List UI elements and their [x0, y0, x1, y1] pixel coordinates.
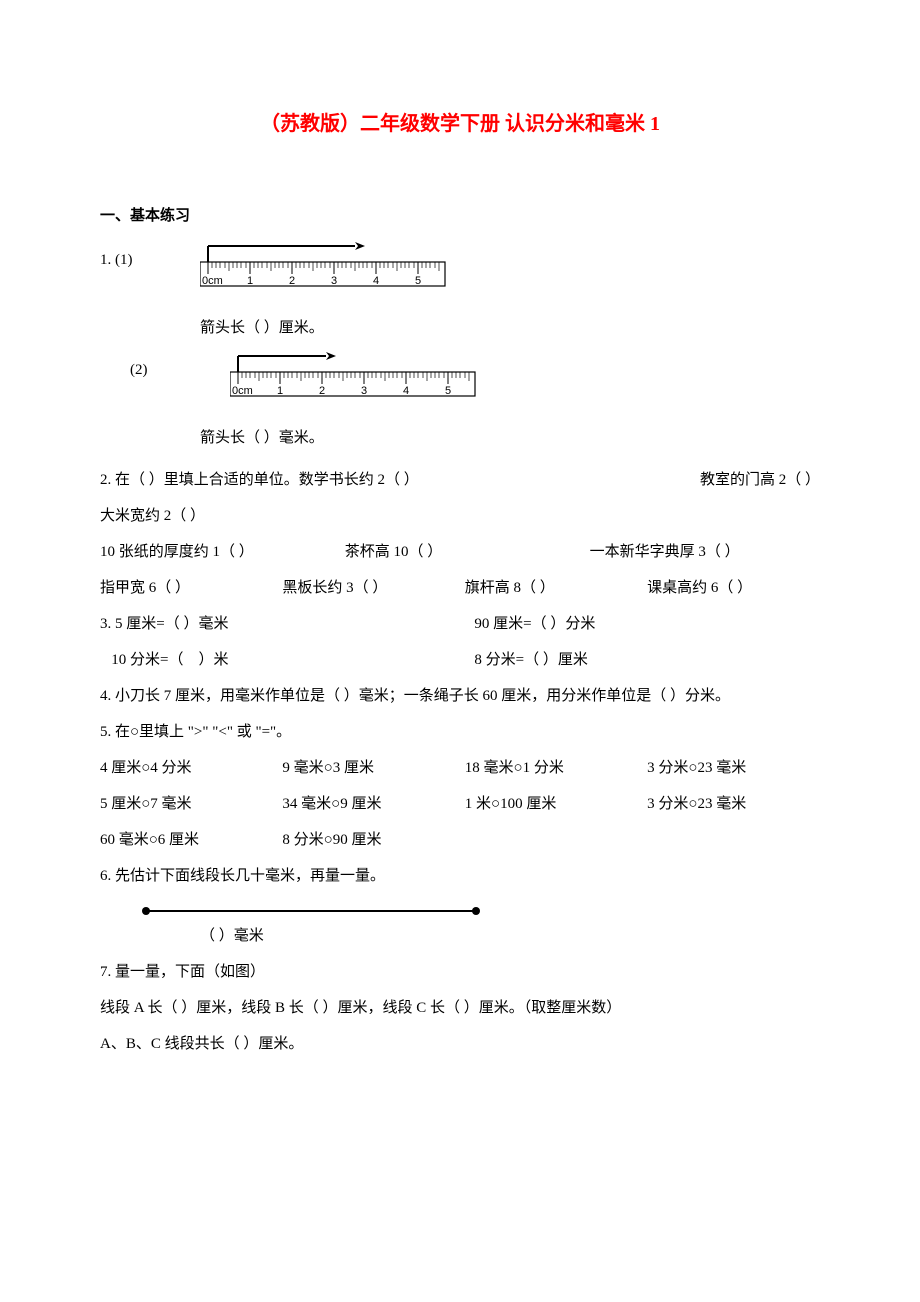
section-heading: 一、基本练习	[100, 198, 820, 234]
q5-r2-0: 5 厘米○7 毫米	[100, 786, 273, 822]
q5-lead: 5. 在○里填上 ">" "<" 或 "="。	[100, 714, 820, 750]
q5-row2: 5 厘米○7 毫米 34 毫米○9 厘米 1 米○100 厘米 3 分米○23 …	[100, 786, 820, 822]
q1-part2: (2)	[100, 352, 820, 414]
q7-lead: 7. 量一量，下面（如图）	[100, 954, 820, 990]
q2-line1a: 2. 在（ ）里填上合适的单位。数学书长约 2（ ）	[100, 462, 419, 498]
svg-text:2: 2	[319, 385, 325, 397]
q2-line4: 指甲宽 6（ ） 黑板长约 3（ ） 旗杆高 8（ ） 课桌高约 6（ ）	[100, 570, 820, 606]
ruler-icon: 0cm 1 2 3 4 5	[200, 242, 450, 290]
q2-line4c: 旗杆高 8（ ）	[465, 570, 638, 606]
svg-text:1: 1	[277, 385, 283, 397]
svg-text:1: 1	[247, 275, 253, 287]
q1-caption-1: 箭头长（ ）厘米。	[100, 310, 820, 346]
q5-r2-1: 34 毫米○9 厘米	[282, 786, 455, 822]
line-segment-icon	[140, 904, 490, 918]
page-title: （苏教版）二年级数学下册 认识分米和毫米 1	[100, 100, 820, 148]
q4: 4. 小刀长 7 厘米，用毫米作单位是（ ）毫米；一条绳子长 60 厘米，用分米…	[100, 678, 820, 714]
q1-caption-2: 箭头长（ ）毫米。	[100, 420, 820, 456]
q2-line4a: 指甲宽 6（ ）	[100, 570, 273, 606]
q5-r1-1: 9 毫米○3 厘米	[282, 750, 455, 786]
svg-text:0cm: 0cm	[232, 385, 253, 397]
svg-text:3: 3	[361, 385, 367, 397]
q5-r3-0: 60 毫米○6 厘米	[100, 822, 273, 858]
q2-line2: 大米宽约 2（ ）	[100, 498, 820, 534]
q3-r1a: 3. 5 厘米=（ ）毫米	[100, 606, 446, 642]
q1-ruler-2: 0cm 1 2 3 4 5	[230, 352, 480, 414]
svg-text:2: 2	[289, 275, 295, 287]
q6-segment	[100, 904, 820, 918]
q5-r1-3: 3 分米○23 毫米	[647, 750, 820, 786]
q5-r1-0: 4 厘米○4 分米	[100, 750, 273, 786]
svg-text:3: 3	[331, 275, 337, 287]
q2-line3b: 茶杯高 10（ ）	[345, 534, 575, 570]
q3-row1: 3. 5 厘米=（ ）毫米 90 厘米=（ ）分米	[100, 606, 820, 642]
q1-part1: 1. (1)	[100, 242, 820, 304]
svg-text:5: 5	[445, 385, 451, 397]
q2-line4b: 黑板长约 3（ ）	[282, 570, 455, 606]
svg-text:4: 4	[373, 275, 379, 287]
q2-line3c: 一本新华字典厚 3（ ）	[590, 534, 820, 570]
q3-row2: 10 分米=（ ）米 8 分米=（ ）厘米	[100, 642, 820, 678]
q1-number-2: (2)	[100, 352, 230, 388]
q2-line4d: 课桌高约 6（ ）	[647, 570, 820, 606]
q5-r2-2: 1 米○100 厘米	[465, 786, 638, 822]
q2-line1b: 教室的门高 2（ ）	[700, 462, 820, 498]
svg-text:0cm: 0cm	[202, 275, 223, 287]
q5-row1: 4 厘米○4 分米 9 毫米○3 厘米 18 毫米○1 分米 3 分米○23 毫…	[100, 750, 820, 786]
q2-line3a: 10 张纸的厚度约 1（ ）	[100, 534, 330, 570]
q1-number-1: 1. (1)	[100, 242, 200, 278]
q2-line1: 2. 在（ ）里填上合适的单位。数学书长约 2（ ） 教室的门高 2（ ）	[100, 462, 820, 498]
q5-row3: 60 毫米○6 厘米 8 分米○90 厘米	[100, 822, 820, 858]
svg-text:4: 4	[403, 385, 409, 397]
ruler-icon: 0cm 1 2 3 4 5	[230, 352, 480, 400]
q5-r1-2: 18 毫米○1 分米	[465, 750, 638, 786]
q2-line3: 10 张纸的厚度约 1（ ） 茶杯高 10（ ） 一本新华字典厚 3（ ）	[100, 534, 820, 570]
q3-r2a: 10 分米=（ ）米	[100, 642, 446, 678]
q6-caption: （ ）毫米	[100, 918, 820, 954]
q7-line3: A、B、C 线段共长（ ）厘米。	[100, 1026, 820, 1062]
q3-r1b: 90 厘米=（ ）分米	[474, 606, 820, 642]
q6-lead: 6. 先估计下面线段长几十毫米，再量一量。	[100, 858, 820, 894]
q3-r2b: 8 分米=（ ）厘米	[474, 642, 820, 678]
q1-ruler-1: 0cm 1 2 3 4 5	[200, 242, 450, 304]
svg-text:5: 5	[415, 275, 421, 287]
q5-r3-1: 8 分米○90 厘米	[282, 822, 455, 858]
q5-r2-3: 3 分米○23 毫米	[647, 786, 820, 822]
q7-line2: 线段 A 长（ ）厘米，线段 B 长（ ）厘米，线段 C 长（ ）厘米。（取整厘…	[100, 990, 820, 1026]
